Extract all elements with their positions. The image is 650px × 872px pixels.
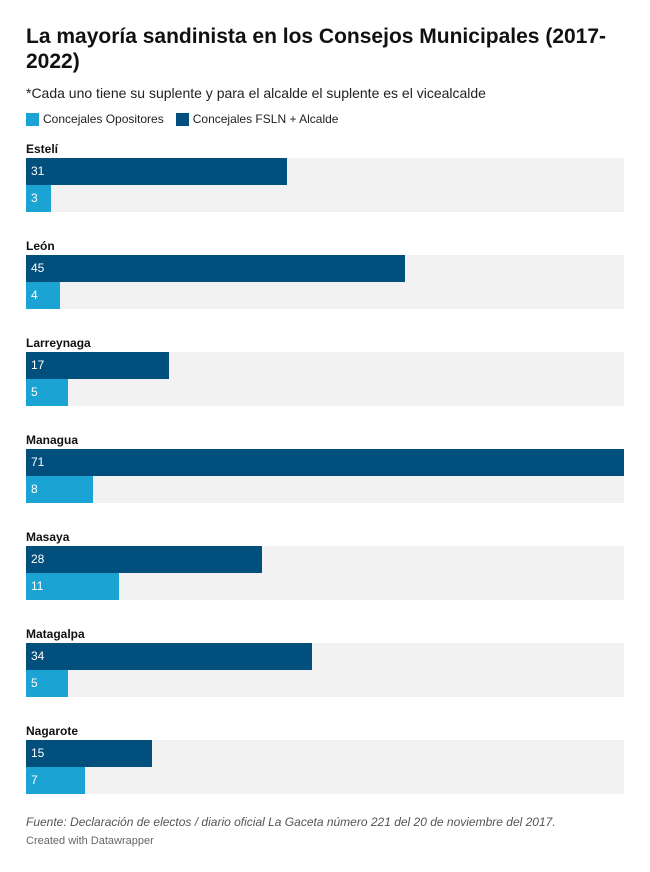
data-label-managua-opositores: 8 [31, 482, 38, 496]
bar-esteli-fsln [26, 158, 288, 185]
legend-item-opositores: Concejales Opositores [26, 112, 164, 126]
legend-swatch-fsln [175, 112, 189, 126]
data-label-matagalpa-fsln: 34 [31, 649, 45, 663]
bar-larreynaga-fsln [26, 352, 170, 379]
chart-subtitle: *Cada uno tiene su suplente y para el al… [26, 85, 486, 101]
data-label-masaya-opositores: 11 [31, 579, 44, 593]
credit-link[interactable]: Created with Datawrapper [26, 835, 154, 847]
bar-matagalpa-opositores [26, 670, 69, 697]
category-label-masaya: Masaya [26, 530, 70, 544]
bar-track-larreynaga: 17 5 [26, 352, 624, 406]
legend-label-fsln: Concejales FSLN + Alcalde [192, 112, 339, 126]
data-label-esteli-opositores: 3 [31, 191, 38, 205]
bar-managua-fsln [26, 449, 624, 476]
bar-track-esteli: 31 3 [26, 158, 624, 212]
data-label-larreynaga-fsln: 17 [31, 358, 45, 372]
bar-managua-opositores [26, 476, 94, 503]
category-label-managua: Managua [26, 433, 79, 447]
bar-masaya-fsln [26, 546, 262, 573]
source-note: Fuente: Declaración de electos / diario … [26, 815, 556, 829]
category-label-nagarote: Nagarote [26, 724, 79, 738]
legend-item-fsln: Concejales FSLN + Alcalde [175, 112, 339, 126]
bar-track-leon: 45 4 [26, 255, 624, 309]
data-label-larreynaga-opositores: 5 [31, 385, 38, 399]
category-label-leon: León [26, 239, 55, 253]
bar-nagarote-opositores [26, 767, 85, 794]
data-label-leon-fsln: 45 [31, 261, 45, 275]
bar-masaya-opositores [26, 573, 119, 600]
legend-label-opositores: Concejales Opositores [43, 112, 164, 126]
legend: Concejales Opositores Concejales FSLN + … [26, 112, 624, 126]
data-label-leon-opositores: 4 [31, 288, 38, 302]
bar-track-nagarote: 15 7 [26, 740, 624, 794]
data-label-matagalpa-opositores: 5 [31, 676, 38, 690]
legend-swatch-opositores [26, 112, 39, 126]
data-label-esteli-fsln: 31 [31, 164, 45, 178]
bar-esteli-opositores [26, 185, 52, 212]
chart-title: La mayoría sandinista en los Consejos Mu… [26, 25, 607, 73]
data-label-nagarote-opositores: 7 [31, 773, 38, 787]
data-label-nagarote-fsln: 15 [31, 746, 45, 760]
bar-nagarote-fsln [26, 740, 153, 767]
category-label-larreynaga: Larreynaga [26, 336, 91, 350]
chart-header: La mayoría sandinista en los Consejos Mu… [26, 24, 624, 126]
bar-track-matagalpa: 34 5 [26, 643, 624, 697]
bar-matagalpa-fsln [26, 643, 313, 670]
category-label-esteli: Estelí [26, 142, 59, 156]
category-label-matagalpa: Matagalpa [26, 627, 85, 641]
bar-larreynaga-opositores [26, 379, 69, 406]
bar-track-masaya: 28 11 [26, 546, 624, 600]
data-label-masaya-fsln: 28 [31, 552, 45, 566]
bar-track-managua: 71 8 [26, 449, 624, 503]
bar-leon-fsln [26, 255, 405, 282]
data-label-managua-fsln: 71 [31, 455, 45, 469]
bar-leon-opositores [26, 282, 60, 309]
